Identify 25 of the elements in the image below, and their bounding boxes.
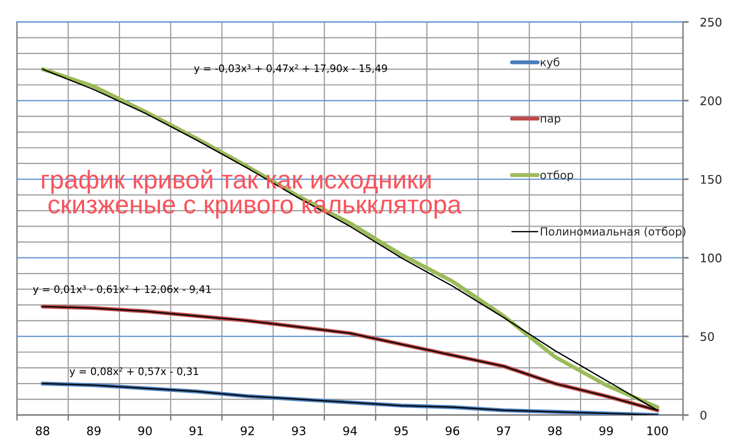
x-tick-label: 93 [292,426,306,436]
x-tick-label: 91 [190,426,203,436]
legend-label: отбор [540,170,574,182]
x-tick-label: 96 [446,426,460,436]
x-tick-label: 90 [138,426,152,436]
x-tick-label: 88 [36,426,50,436]
y-tick-label: 150 [700,174,722,184]
x-tick-label: 100 [647,426,668,436]
y-tick-label: 50 [700,332,714,342]
y-tick-label: 100 [700,254,722,262]
y-tick-label: 200 [700,96,722,106]
annotation: y = 0,08x² + 0,57x - 0,31 [70,367,198,378]
annotation: y = 0,01x³ - 0,61x² + 12,06x - 9,41 [33,285,211,295]
x-tick-label: 97 [496,426,510,436]
x-tick-label: 89 [87,426,101,436]
legend-label: куб [540,58,560,68]
x-tick-label: 94 [343,426,357,436]
legend-label: пар [540,116,560,125]
x-tick-label: 95 [394,426,408,436]
y-tick-label: 250 [700,18,722,27]
x-tick-label: 98 [548,426,562,436]
x-tick-label: 92 [240,426,254,436]
x-tick-label: 99 [599,426,613,436]
y-tick-label: 0 [700,410,706,420]
annotation: y = -0,03x³ + 0,47x² + 17,90x - 15,49 [194,64,387,74]
